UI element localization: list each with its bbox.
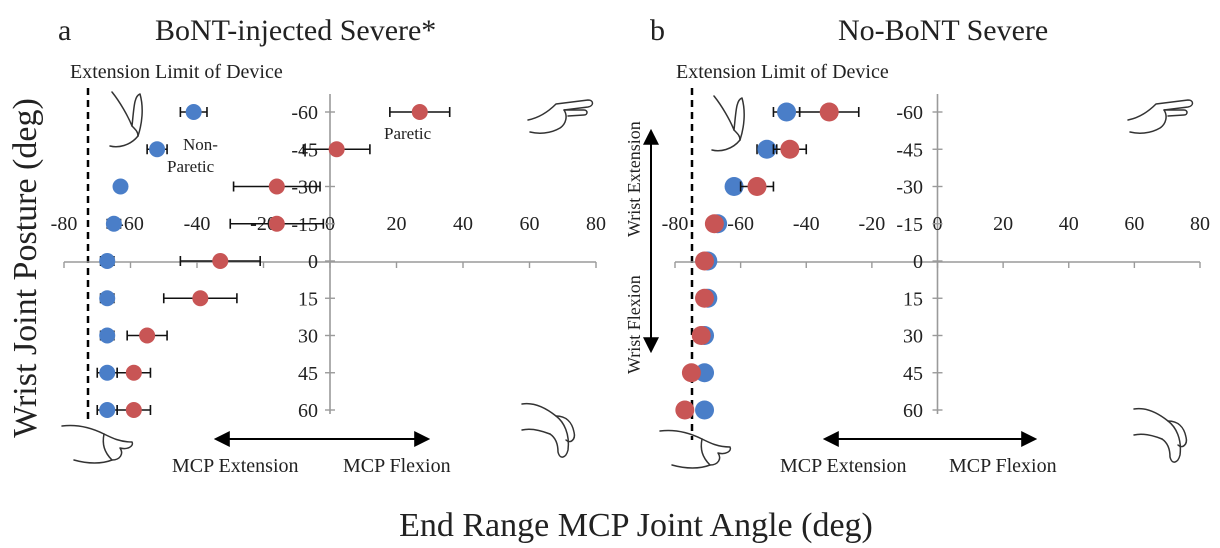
y-tick-label: 60 [903, 400, 923, 422]
nonparetic-point [757, 139, 777, 159]
nonparetic-point [695, 400, 715, 420]
paretic-point [704, 214, 724, 234]
paretic-point [139, 327, 156, 344]
panel-a-mcp-flexion-label: MCP Flexion [343, 455, 451, 477]
y-tick-label: -15 [896, 214, 923, 236]
y-tick-label: -45 [896, 139, 923, 161]
panel-b: b No-BoNT Severe Extension Limit of Devi… [624, 14, 1210, 477]
x-tick-label: 40 [1059, 213, 1079, 235]
panel-b-wrist-flexion-label: Wrist Flexion [624, 275, 644, 374]
hand-drooping-icon [521, 402, 576, 458]
y-tick-label: 45 [298, 363, 318, 385]
y-tick-label: 30 [903, 326, 923, 348]
y-tick-label: 15 [903, 288, 923, 310]
y-tick-label: 45 [903, 363, 923, 385]
y-tick-label: 0 [308, 251, 318, 273]
x-tick-label: -80 [51, 213, 78, 235]
y-tick-label: 30 [298, 326, 318, 348]
nonparetic-point [99, 402, 116, 418]
hand-pointing-icon [527, 99, 594, 134]
paretic-point [695, 251, 715, 271]
panel-a: a BoNT-injected Severe* Extension Limit … [51, 14, 606, 477]
paretic-point [411, 104, 428, 120]
x-tick-label: -20 [859, 213, 886, 235]
x-tick-label: 80 [1190, 213, 1210, 235]
x-tick-label: -60 [727, 213, 754, 235]
x-tick-label: -40 [793, 213, 820, 235]
hand-drooping-icon [1133, 407, 1188, 463]
x-tick-label: 20 [387, 213, 407, 235]
panel-b-mcp-flexion-label: MCP Flexion [949, 455, 1057, 477]
x-tick-label: -80 [662, 213, 689, 235]
paretic-point [695, 288, 715, 308]
y-tick-label: -30 [896, 177, 923, 199]
nonparetic-point [99, 327, 116, 344]
panel-a-legend-nonparetic-line2: Paretic [167, 157, 215, 176]
nonparetic-point [99, 364, 116, 381]
x-tick-label: 80 [586, 213, 606, 235]
x-tick-label: 60 [1124, 213, 1144, 235]
panel-b-axes: -80 -60 -40 -20 0 20 40 60 80-60-45-30-150153045… [662, 94, 1210, 422]
nonparetic-point [105, 215, 122, 232]
x-tick-label: 40 [453, 213, 473, 235]
hand-flexed-icon [61, 424, 134, 464]
panel-b-title: No-BoNT Severe [838, 14, 1048, 47]
y-tick-label: -60 [896, 102, 923, 124]
nonparetic-point [695, 363, 715, 383]
figure-ylabel: Wrist Joint Posture (deg) [7, 98, 44, 438]
paretic-point [675, 400, 695, 420]
paretic-point [212, 253, 229, 269]
x-tick-label: 60 [520, 213, 540, 235]
panel-b-letter: b [650, 14, 665, 47]
paretic-point [125, 364, 142, 381]
y-tick-label: -60 [291, 102, 318, 124]
paretic-point [268, 215, 285, 232]
nonparetic-point [777, 102, 797, 122]
paretic-point [747, 177, 767, 196]
nonparetic-point [185, 104, 202, 120]
paretic-point [681, 363, 701, 383]
paretic-point [691, 326, 711, 345]
paretic-point [780, 139, 800, 159]
hand-pointing-icon [1127, 99, 1194, 134]
paretic-point [125, 402, 142, 418]
panel-b-marks [675, 102, 860, 420]
x-tick-label: -40 [184, 213, 211, 235]
panel-b-wrist-extension-label: Wrist Extension [624, 121, 644, 237]
nonparetic-point [149, 141, 166, 158]
y-tick-label: 60 [298, 400, 318, 422]
y-tick-label: 15 [298, 288, 318, 310]
panel-b-limit-label: Extension Limit of Device [676, 61, 889, 83]
nonparetic-point [724, 177, 744, 196]
hand-extended-icon [109, 91, 143, 148]
panel-a-legend-nonparetic-line1: Non- [183, 135, 218, 154]
panel-a-limit-label: Extension Limit of Device [70, 61, 283, 83]
figure-xlabel: End Range MCP Joint Angle (deg) [399, 507, 873, 544]
y-tick-label: -15 [291, 214, 318, 236]
panel-a-mcp-extension-label: MCP Extension [172, 455, 299, 477]
nonparetic-point [99, 253, 116, 269]
x-tick-label: -60 [117, 213, 144, 235]
panel-a-title: BoNT-injected Severe* [155, 14, 436, 47]
panel-a-axes: -80 -60 -40 -20 0 20 40 60 80-60-45-30-150153045… [51, 94, 606, 422]
panel-b-mcp-extension-label: MCP Extension [780, 455, 907, 477]
panel-a-letter: a [58, 14, 71, 47]
y-tick-label: 0 [913, 251, 923, 273]
x-tick-label: 20 [993, 213, 1013, 235]
paretic-point [819, 102, 839, 122]
hand-flexed-icon [659, 429, 732, 469]
y-tick-label: -30 [291, 177, 318, 199]
hand-extended-icon [711, 95, 745, 152]
nonparetic-point [112, 178, 129, 195]
panel-a-legend-paretic: Paretic [384, 124, 432, 143]
nonparetic-point [99, 290, 116, 307]
paretic-point [268, 178, 285, 195]
paretic-point [328, 141, 345, 158]
y-tick-label: -45 [291, 139, 318, 161]
paretic-point [192, 290, 209, 307]
panel-a-marks [96, 104, 451, 418]
